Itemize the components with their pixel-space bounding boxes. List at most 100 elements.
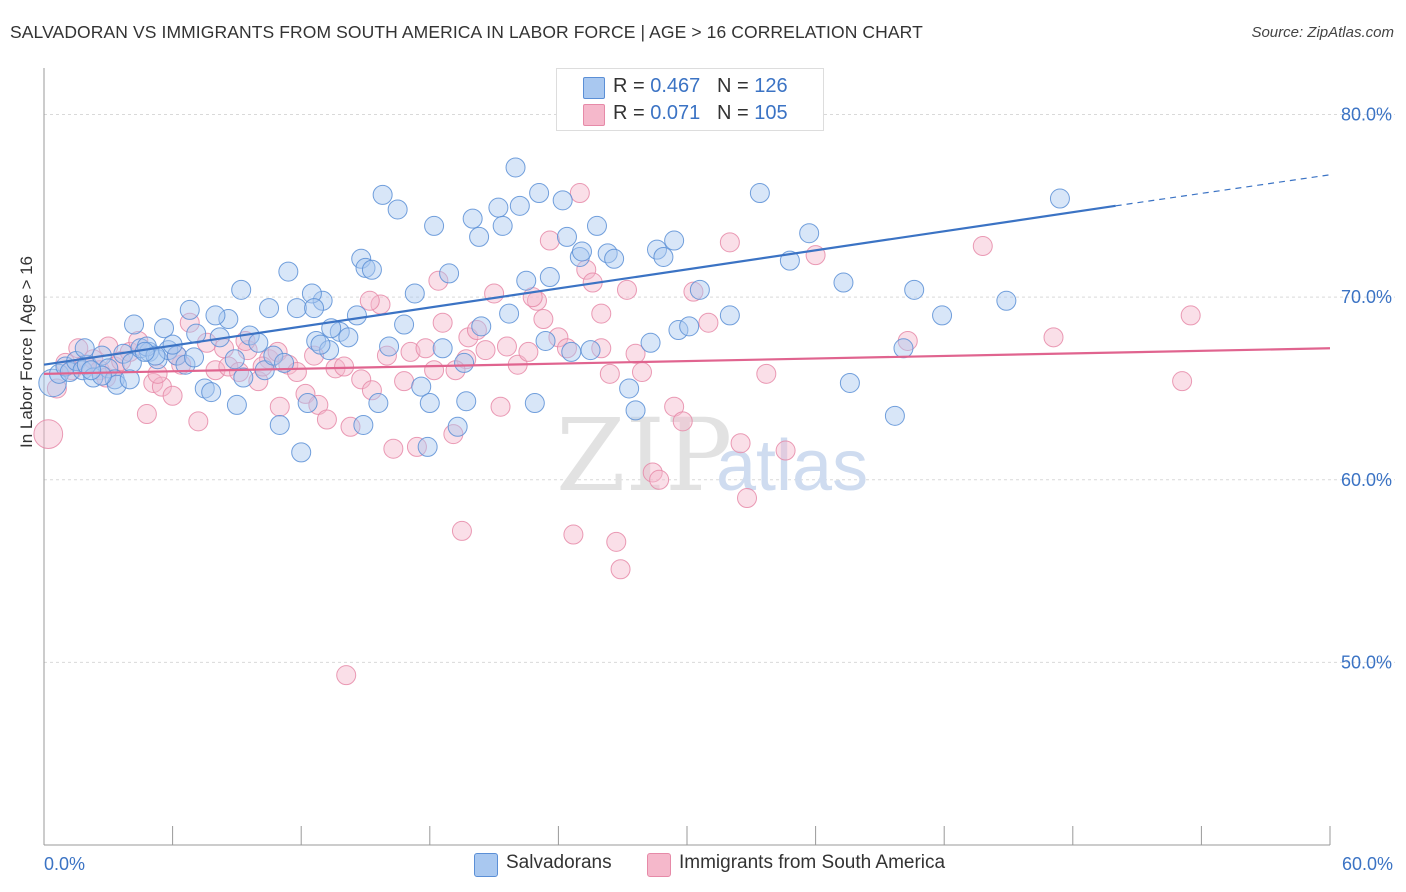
immigrants-point — [171, 354, 192, 375]
salvadorans-point — [749, 183, 770, 204]
immigrants-point — [406, 436, 427, 457]
salvadorans-point — [625, 400, 646, 421]
salvadorans-point — [447, 416, 468, 437]
salvadorans-point — [205, 305, 226, 326]
salvadorans-point — [338, 327, 359, 348]
immigrants-point — [334, 356, 355, 377]
salvadorans-point — [154, 318, 175, 339]
salvadorans-point — [226, 394, 247, 415]
salvadorans-point — [224, 349, 245, 370]
immigrants-point — [548, 327, 569, 348]
tick-labels: 50.0% 60.0% 70.0% 80.0% 0.0% 60.0% — [44, 105, 1393, 874]
salvadorans-point — [432, 338, 453, 359]
immigrants-point — [972, 236, 993, 257]
series-immigrants-points — [33, 183, 1201, 686]
immigrants-point — [631, 362, 652, 383]
immigrants-point — [361, 380, 382, 401]
immigrants-point — [625, 343, 646, 364]
immigrants-point — [1180, 305, 1201, 326]
salvadorans-point — [304, 298, 325, 319]
salvadorans-point — [411, 376, 432, 397]
immigrants-trend-line — [43, 347, 1331, 375]
salvadorans-point — [301, 283, 322, 304]
immigrants-point — [775, 440, 796, 461]
salvadorans-point — [499, 303, 520, 324]
immigrants-point — [304, 345, 325, 366]
salvadorans-point — [580, 340, 601, 361]
salvadorans-point — [368, 393, 389, 414]
source-label: Source: ZipAtlas.com — [1251, 24, 1394, 41]
salvadorans-point — [689, 279, 710, 300]
salvadorans-point — [492, 215, 513, 236]
grid-lines — [44, 114, 1395, 663]
immigrants-point — [591, 303, 612, 324]
salvadorans-point — [310, 334, 331, 355]
salvadorans-point — [664, 230, 685, 251]
salvadorans-point — [175, 354, 196, 375]
salvadorans-point — [59, 362, 80, 383]
salvadorans-point — [91, 365, 112, 386]
immigrants-point — [616, 279, 637, 300]
immigrants-point — [737, 488, 758, 509]
salvadorans-point — [456, 391, 477, 412]
immigrants-point — [136, 404, 157, 425]
salvadorans-point — [419, 393, 440, 414]
salvadorans-point — [351, 248, 372, 269]
salvadorans-trend-line — [43, 204, 1116, 366]
y-tick-label: 50.0% — [1341, 652, 1392, 672]
salvadorans-point — [462, 208, 483, 229]
legend-box: R = 0.467 N = 126 R = 0.071 N = 105 — [556, 68, 824, 131]
trend-lines — [43, 174, 1331, 375]
immigrants-point — [359, 290, 380, 311]
salvadorans-trend-extension — [1115, 174, 1331, 207]
immigrants-point — [599, 363, 620, 384]
salvadorans-point — [297, 393, 318, 414]
salvadorans-point — [561, 341, 582, 362]
salvadorans-point — [269, 414, 290, 435]
immigrants-point — [698, 312, 719, 333]
salvadorans-point — [833, 272, 854, 293]
immigrants-point — [683, 281, 704, 302]
salvadorans-point — [679, 316, 700, 337]
salvadorans-point — [233, 367, 254, 388]
immigrants-point — [591, 338, 612, 359]
immigrants-point — [475, 340, 496, 361]
immigrants-point — [610, 559, 631, 580]
salvadorans-point — [291, 442, 312, 463]
salvadorans-point — [372, 184, 393, 205]
watermark-atlas: atlas — [716, 426, 868, 506]
legend-swatch-blue — [583, 77, 605, 99]
bottom-legend-label: Immigrants from South America — [679, 852, 946, 873]
salvadorans-point — [394, 314, 415, 335]
salvadorans-point — [353, 414, 374, 435]
salvadorans-point — [286, 298, 307, 319]
x-tick-label: 0.0% — [44, 854, 85, 874]
immigrants-point — [672, 411, 693, 432]
immigrants-point — [351, 369, 372, 390]
salvadorans-point — [119, 369, 140, 390]
salvadorans-point — [259, 298, 280, 319]
salvadorans-point — [1049, 188, 1070, 209]
salvadorans-point — [668, 320, 689, 341]
immigrants-point — [533, 309, 554, 330]
salvadorans-point — [556, 226, 577, 247]
salvadorans-point — [417, 436, 438, 457]
salvadorans-point — [904, 279, 925, 300]
legend-text: R = 0.071 N = 105 — [613, 102, 788, 124]
immigrants-point — [252, 356, 273, 377]
chart-title: SALVADORAN VS IMMIGRANTS FROM SOUTH AMER… — [10, 22, 923, 42]
immigrants-point — [490, 396, 511, 417]
salvadorans-point — [619, 378, 640, 399]
salvadorans-point — [586, 215, 607, 236]
immigrants-point — [340, 416, 361, 437]
salvadorans-point — [719, 305, 740, 326]
salvadorans-point — [471, 316, 492, 337]
y-axis-label: In Labor Force | Age > 16 — [17, 256, 37, 448]
immigrants-point — [1172, 371, 1193, 392]
immigrants-point — [451, 520, 472, 541]
immigrants-point — [188, 411, 209, 432]
immigrants-point — [316, 409, 337, 430]
salvadorans-point — [552, 190, 573, 211]
salvadorans-point — [439, 263, 460, 284]
